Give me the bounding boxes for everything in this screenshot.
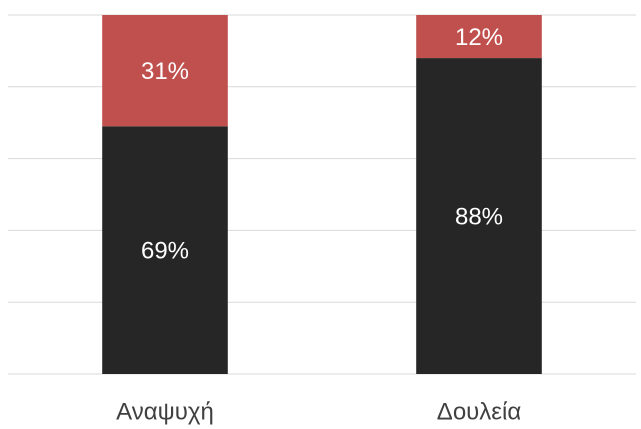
bar-segment: [416, 15, 542, 59]
bar-segment: [102, 126, 228, 374]
data-label: 69%: [141, 237, 189, 264]
bar-segment: [416, 58, 542, 375]
data-label: 12%: [455, 24, 503, 51]
data-label: 31%: [141, 58, 189, 85]
x-tick-label: Αναψυχή: [116, 398, 214, 425]
x-tick-label: Δουλεία: [437, 398, 522, 425]
data-label: 88%: [455, 203, 503, 230]
bar-segment: [102, 15, 228, 127]
